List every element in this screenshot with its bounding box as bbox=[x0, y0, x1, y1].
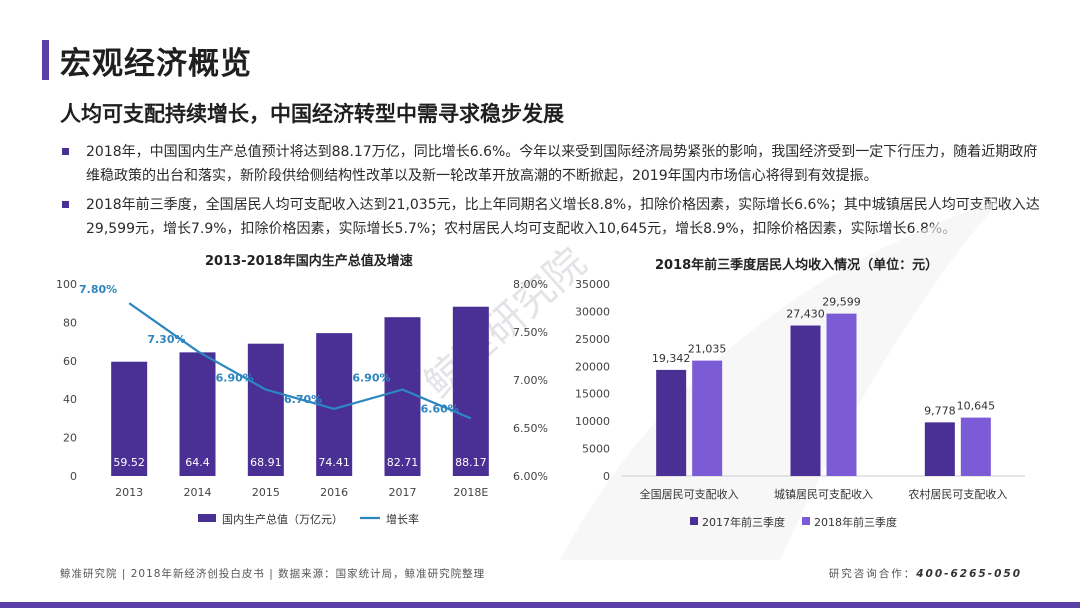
growth-rate-label: 6.90% bbox=[216, 372, 254, 385]
growth-rate-label: 7.30% bbox=[147, 333, 185, 346]
y2-tick-label: 6.00% bbox=[513, 470, 548, 483]
x-tick-label: 2017 bbox=[389, 486, 417, 499]
bullet-square-icon bbox=[62, 201, 69, 208]
gdp-bar bbox=[179, 352, 216, 476]
bullet-text: 2018年，中国国内生产总值预计将达到88.17万亿，同比增长6.6%。今年以来… bbox=[86, 144, 1038, 184]
legend-swatch-gdp bbox=[198, 514, 216, 522]
y2-tick-label: 7.50% bbox=[513, 326, 548, 339]
gdp-bar bbox=[384, 317, 421, 476]
legend-label: 2017年前三季度 bbox=[702, 515, 785, 529]
page-title: 宏观经济概览 bbox=[60, 46, 252, 82]
growth-rate-label: 7.80% bbox=[79, 283, 117, 296]
page-subtitle: 人均可支配持续增长，中国经济转型中需寻求稳步发展 bbox=[60, 102, 564, 126]
y-tick-label: 100 bbox=[56, 278, 77, 291]
y2-tick-label: 7.00% bbox=[513, 374, 548, 387]
income-bar bbox=[924, 422, 955, 476]
y-tick-label: 20000 bbox=[575, 360, 610, 373]
bottom-accent-bar bbox=[0, 602, 1080, 608]
y-tick-label: 40 bbox=[63, 393, 77, 406]
income-chart: 0 5000 10000 15000 20000 25000 30000 35000 19,34… bbox=[575, 278, 1025, 529]
growth-rate-label: 6.90% bbox=[352, 372, 390, 385]
footer-phone: 400-6265-050 bbox=[916, 568, 1022, 580]
growth-rate-label: 6.70% bbox=[284, 393, 322, 406]
income-bar-label: 9,778 bbox=[924, 404, 956, 417]
income-bar bbox=[826, 313, 857, 476]
legend-label-gdp: 国内生产总值（万亿元） bbox=[222, 512, 343, 526]
y2-tick-label: 6.50% bbox=[513, 422, 548, 435]
income-bar-label: 19,342 bbox=[652, 352, 691, 365]
legend-swatch bbox=[802, 517, 810, 525]
gdp-bar-label: 82.71 bbox=[387, 456, 419, 469]
x-tick-label: 城镇居民可支配收入 bbox=[774, 487, 873, 501]
y-tick-label: 35000 bbox=[575, 278, 610, 291]
y-tick-label: 15000 bbox=[575, 388, 610, 401]
income-bar bbox=[656, 369, 687, 476]
bullet-text: 2018年前三季度，全国居民人均可支配收入达到21,035元，比上年同期名义增长… bbox=[86, 197, 1040, 237]
income-bar bbox=[790, 325, 821, 476]
x-tick-label: 2015 bbox=[252, 486, 280, 499]
x-tick-label: 2018E bbox=[453, 486, 488, 499]
footer-contact: 研究咨询合作：400-6265-050 bbox=[829, 566, 1022, 581]
y2-tick-label: 8.00% bbox=[513, 278, 548, 291]
title-accent-bar bbox=[42, 40, 49, 80]
legend-swatch bbox=[690, 517, 698, 525]
gdp-bar-label: 74.41 bbox=[318, 456, 350, 469]
x-tick-label: 2013 bbox=[115, 486, 143, 499]
gdp-bar-label: 59.52 bbox=[113, 456, 144, 469]
income-bar-label: 21,035 bbox=[688, 343, 727, 356]
income-bar bbox=[960, 417, 991, 476]
footer-source: 鲸准研究院 | 2018年新经济创投白皮书 | 数据来源：国家统计局，鲸准研究院… bbox=[60, 568, 486, 580]
legend-label: 2018年前三季度 bbox=[814, 515, 897, 529]
bullet-item: 2018年，中国国内生产总值预计将达到88.17万亿，同比增长6.6%。今年以来… bbox=[56, 140, 1046, 188]
gdp-bar-label: 88.17 bbox=[455, 456, 487, 469]
x-tick-label: 2014 bbox=[184, 486, 212, 499]
x-tick-label: 2016 bbox=[320, 486, 348, 499]
growth-rate-label: 6.60% bbox=[421, 402, 459, 415]
gdp-bar bbox=[452, 306, 489, 476]
gdp-bar-label: 68.91 bbox=[250, 456, 282, 469]
gdp-bar bbox=[111, 361, 148, 476]
y-tick-label: 5000 bbox=[582, 443, 610, 456]
y-tick-label: 60 bbox=[63, 355, 77, 368]
y-tick-label: 30000 bbox=[575, 305, 610, 318]
bullet-list: 2018年，中国国内生产总值预计将达到88.17万亿，同比增长6.6%。今年以来… bbox=[56, 140, 1046, 246]
gdp-bar bbox=[247, 343, 284, 476]
growth-rate-line bbox=[128, 302, 472, 420]
gdp-bar-label: 64.4 bbox=[185, 456, 210, 469]
y-tick-label: 10000 bbox=[575, 415, 610, 428]
y-tick-label: 0 bbox=[70, 470, 77, 483]
income-bar-label: 10,645 bbox=[957, 400, 996, 413]
y-tick-label: 0 bbox=[603, 470, 610, 483]
gdp-chart-title: 2013-2018年国内生产总值及增速 bbox=[205, 254, 413, 269]
income-chart-title: 2018年前三季度居民人均收入情况（单位：元） bbox=[655, 258, 939, 273]
income-bar-label: 27,430 bbox=[786, 308, 825, 321]
y-tick-label: 80 bbox=[63, 316, 77, 329]
income-bar bbox=[692, 360, 723, 476]
gdp-chart: 0 20 40 60 80 100 6.00% 6.50% 7.00% 7.50% 8.00% 59.… bbox=[56, 278, 548, 526]
x-tick-label: 全国居民可支配收入 bbox=[640, 487, 739, 501]
bullet-item: 2018年前三季度，全国居民人均可支配收入达到21,035元，比上年同期名义增长… bbox=[56, 193, 1046, 241]
y-tick-label: 25000 bbox=[575, 333, 610, 346]
income-bar-label: 29,599 bbox=[822, 296, 861, 309]
y-tick-label: 20 bbox=[63, 432, 77, 445]
bullet-square-icon bbox=[62, 148, 69, 155]
legend-label-growth: 增长率 bbox=[386, 512, 419, 526]
x-tick-label: 农村居民可支配收入 bbox=[908, 487, 1007, 501]
footer-contact-label: 研究咨询合作： bbox=[828, 568, 917, 580]
